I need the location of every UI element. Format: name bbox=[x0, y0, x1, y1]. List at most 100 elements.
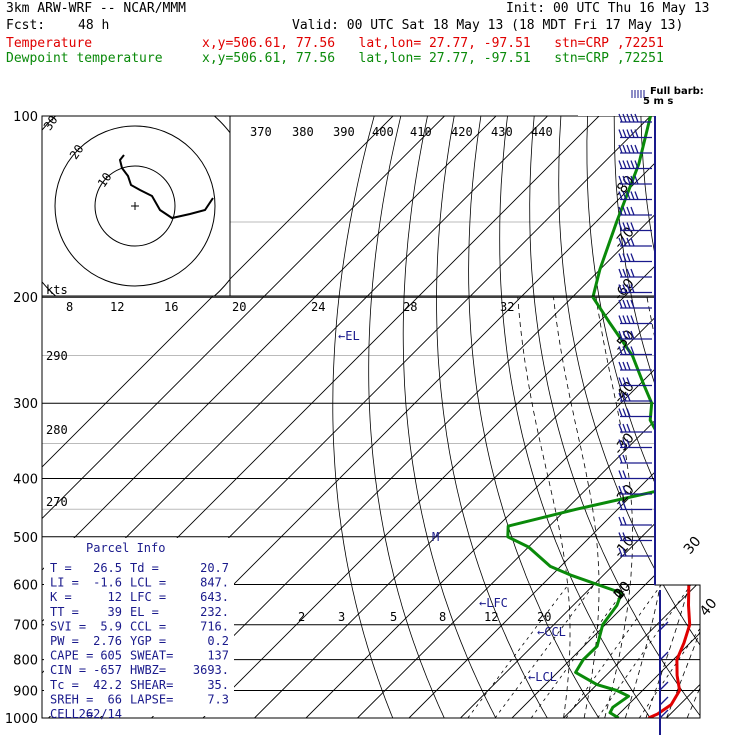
kts-tick: 16 bbox=[164, 300, 178, 314]
kts-label: kts bbox=[46, 283, 68, 297]
wind-barb-flag bbox=[618, 439, 623, 448]
isotherm-line bbox=[42, 116, 445, 718]
wind-barb-flag bbox=[659, 709, 669, 719]
parcel-info-cell: EL = bbox=[130, 605, 159, 619]
parcel-info-cell: 12 bbox=[108, 590, 122, 604]
parcel-info-cell: CELL = bbox=[50, 707, 93, 721]
parcel-info-cell: 35. bbox=[207, 678, 229, 692]
isotherm-line bbox=[511, 116, 700, 718]
moist-adiabat-line bbox=[686, 297, 700, 718]
wind-barb-flag bbox=[622, 253, 627, 262]
wind-legend-line2: 5 m s bbox=[643, 96, 673, 107]
pressure-label: 900 bbox=[13, 684, 38, 699]
wind-barb-flag bbox=[626, 144, 631, 154]
parcel-info-cell: -1.6 bbox=[93, 576, 122, 590]
mixing-ratio-label: 12 bbox=[484, 610, 498, 624]
parcel-info-cell: YGP = bbox=[130, 634, 166, 648]
wind-barbs bbox=[618, 113, 669, 735]
parcel-info-cell: 66 bbox=[108, 692, 122, 706]
parcel-info-cell: 262/14 bbox=[79, 707, 122, 721]
wind-barb-flag bbox=[630, 315, 635, 324]
wind-legend-barb-icon bbox=[631, 90, 645, 98]
parcel-info-cell: 232. bbox=[200, 605, 229, 619]
wind-barb-flag bbox=[634, 175, 639, 185]
wind-barb-flag bbox=[622, 516, 627, 526]
parcel-info-cell: Tc = bbox=[50, 678, 79, 692]
dry-adiabat-line bbox=[436, 116, 556, 718]
mixing-ratio-labels: 2 3 5 8 12 20 bbox=[298, 610, 551, 624]
mixing-ratio-line bbox=[565, 584, 662, 718]
wind-barb-flag bbox=[626, 191, 631, 200]
theta-label: 390 bbox=[333, 125, 355, 139]
el-marker: ←EL bbox=[338, 329, 360, 343]
wind-barb-flag bbox=[618, 501, 623, 510]
parcel-info-cell: 39 bbox=[108, 605, 122, 619]
parcel-info-cell: CCL = bbox=[130, 619, 166, 633]
parcel-info-cell: CIN = bbox=[50, 663, 86, 677]
wind-barb-flag bbox=[634, 191, 639, 200]
wind-barb-flag bbox=[618, 346, 623, 355]
mixing-ratio-label: 20 bbox=[537, 610, 551, 624]
wind-barb-flag bbox=[630, 206, 635, 216]
wind-legend: Full barb: 5 m s bbox=[631, 86, 704, 107]
wind-barb-flag bbox=[618, 253, 623, 262]
isotherm-line bbox=[460, 116, 700, 718]
wind-barb-flag bbox=[622, 423, 627, 433]
theta-label: 400 bbox=[372, 125, 394, 139]
pressure-label: 600 bbox=[13, 578, 38, 593]
wind-barb-flag bbox=[622, 346, 627, 355]
parcel-info-cell: 2.76 bbox=[93, 634, 122, 648]
wind-barb-flag bbox=[622, 315, 627, 324]
parcel-info-cell: SHEAR= bbox=[130, 678, 173, 692]
parcel-info-cell: LAPSE= bbox=[130, 692, 173, 706]
valid-time: Valid: 00 UTC Sat 18 May 13 (18 MDT Fri … bbox=[292, 18, 684, 33]
wind-barb-flag bbox=[630, 113, 635, 123]
parcel-info-cell: 0.2 bbox=[207, 634, 229, 648]
pressure-label: 1000 bbox=[5, 712, 38, 727]
wind-barb-flag bbox=[626, 113, 631, 123]
wind-barb-flag bbox=[626, 361, 631, 371]
mixing-ratio-line bbox=[467, 584, 569, 718]
parcel-info-cell: SREH = bbox=[50, 692, 93, 706]
dry-adiabat-line bbox=[468, 116, 608, 718]
dry-adiabat-line bbox=[693, 116, 700, 718]
wind-barb-flag bbox=[618, 129, 623, 138]
mixing-ratio-line bbox=[530, 584, 629, 718]
parcel-info-cell: 847. bbox=[200, 576, 229, 590]
wind-barb-flag bbox=[630, 253, 635, 262]
mixing-ratio-label: 3 bbox=[338, 610, 345, 624]
wind-barb-flag bbox=[622, 485, 627, 495]
wind-barb-flag bbox=[618, 175, 623, 185]
mixing-ratio-label: 2 bbox=[298, 610, 305, 624]
wind-barb-flag bbox=[618, 160, 623, 169]
wind-barb-flag bbox=[626, 346, 631, 355]
wind-barb-flag bbox=[622, 392, 627, 402]
wind-barb-flag bbox=[622, 191, 627, 200]
mixing-ratio-line bbox=[494, 584, 595, 718]
parcel-info-cell: 5.9 bbox=[100, 619, 122, 633]
wind-barb-flag bbox=[622, 299, 627, 309]
temperature-legend-info: x,y=506.61, 77.56 lat,lon= 27.77, -97.51… bbox=[202, 36, 664, 51]
wind-barb-flag bbox=[630, 299, 635, 309]
wind-barb-flag bbox=[626, 175, 631, 185]
wind-barb-flag bbox=[630, 129, 635, 138]
parcel-info-cell: LCL = bbox=[130, 576, 166, 590]
isotherm-line bbox=[718, 116, 740, 718]
wind-barb-flag bbox=[634, 129, 639, 138]
wind-barb-flag bbox=[659, 621, 669, 631]
wind-barb-flag bbox=[618, 299, 623, 309]
level-markers: ←EL ←LFC ←CCL ←LCL M bbox=[338, 329, 566, 684]
pressure-label: 500 bbox=[13, 531, 38, 546]
parcel-info-cell: SVI = bbox=[50, 619, 86, 633]
pressure-label: 300 bbox=[13, 397, 38, 412]
wind-barb-flag bbox=[618, 330, 623, 340]
lcl-marker: ←LCL bbox=[528, 670, 557, 684]
parcel-info-cell: 716. bbox=[200, 619, 229, 633]
dry-adiabat-line bbox=[332, 116, 399, 718]
wind-barb-flag bbox=[630, 237, 635, 247]
parcel-info-cell: 26.5 bbox=[93, 561, 122, 575]
wind-barb-flag bbox=[630, 330, 635, 340]
dry-adiabat-line bbox=[558, 116, 700, 718]
wind-barb-flag bbox=[659, 681, 669, 691]
wind-barb-flag bbox=[618, 408, 623, 417]
